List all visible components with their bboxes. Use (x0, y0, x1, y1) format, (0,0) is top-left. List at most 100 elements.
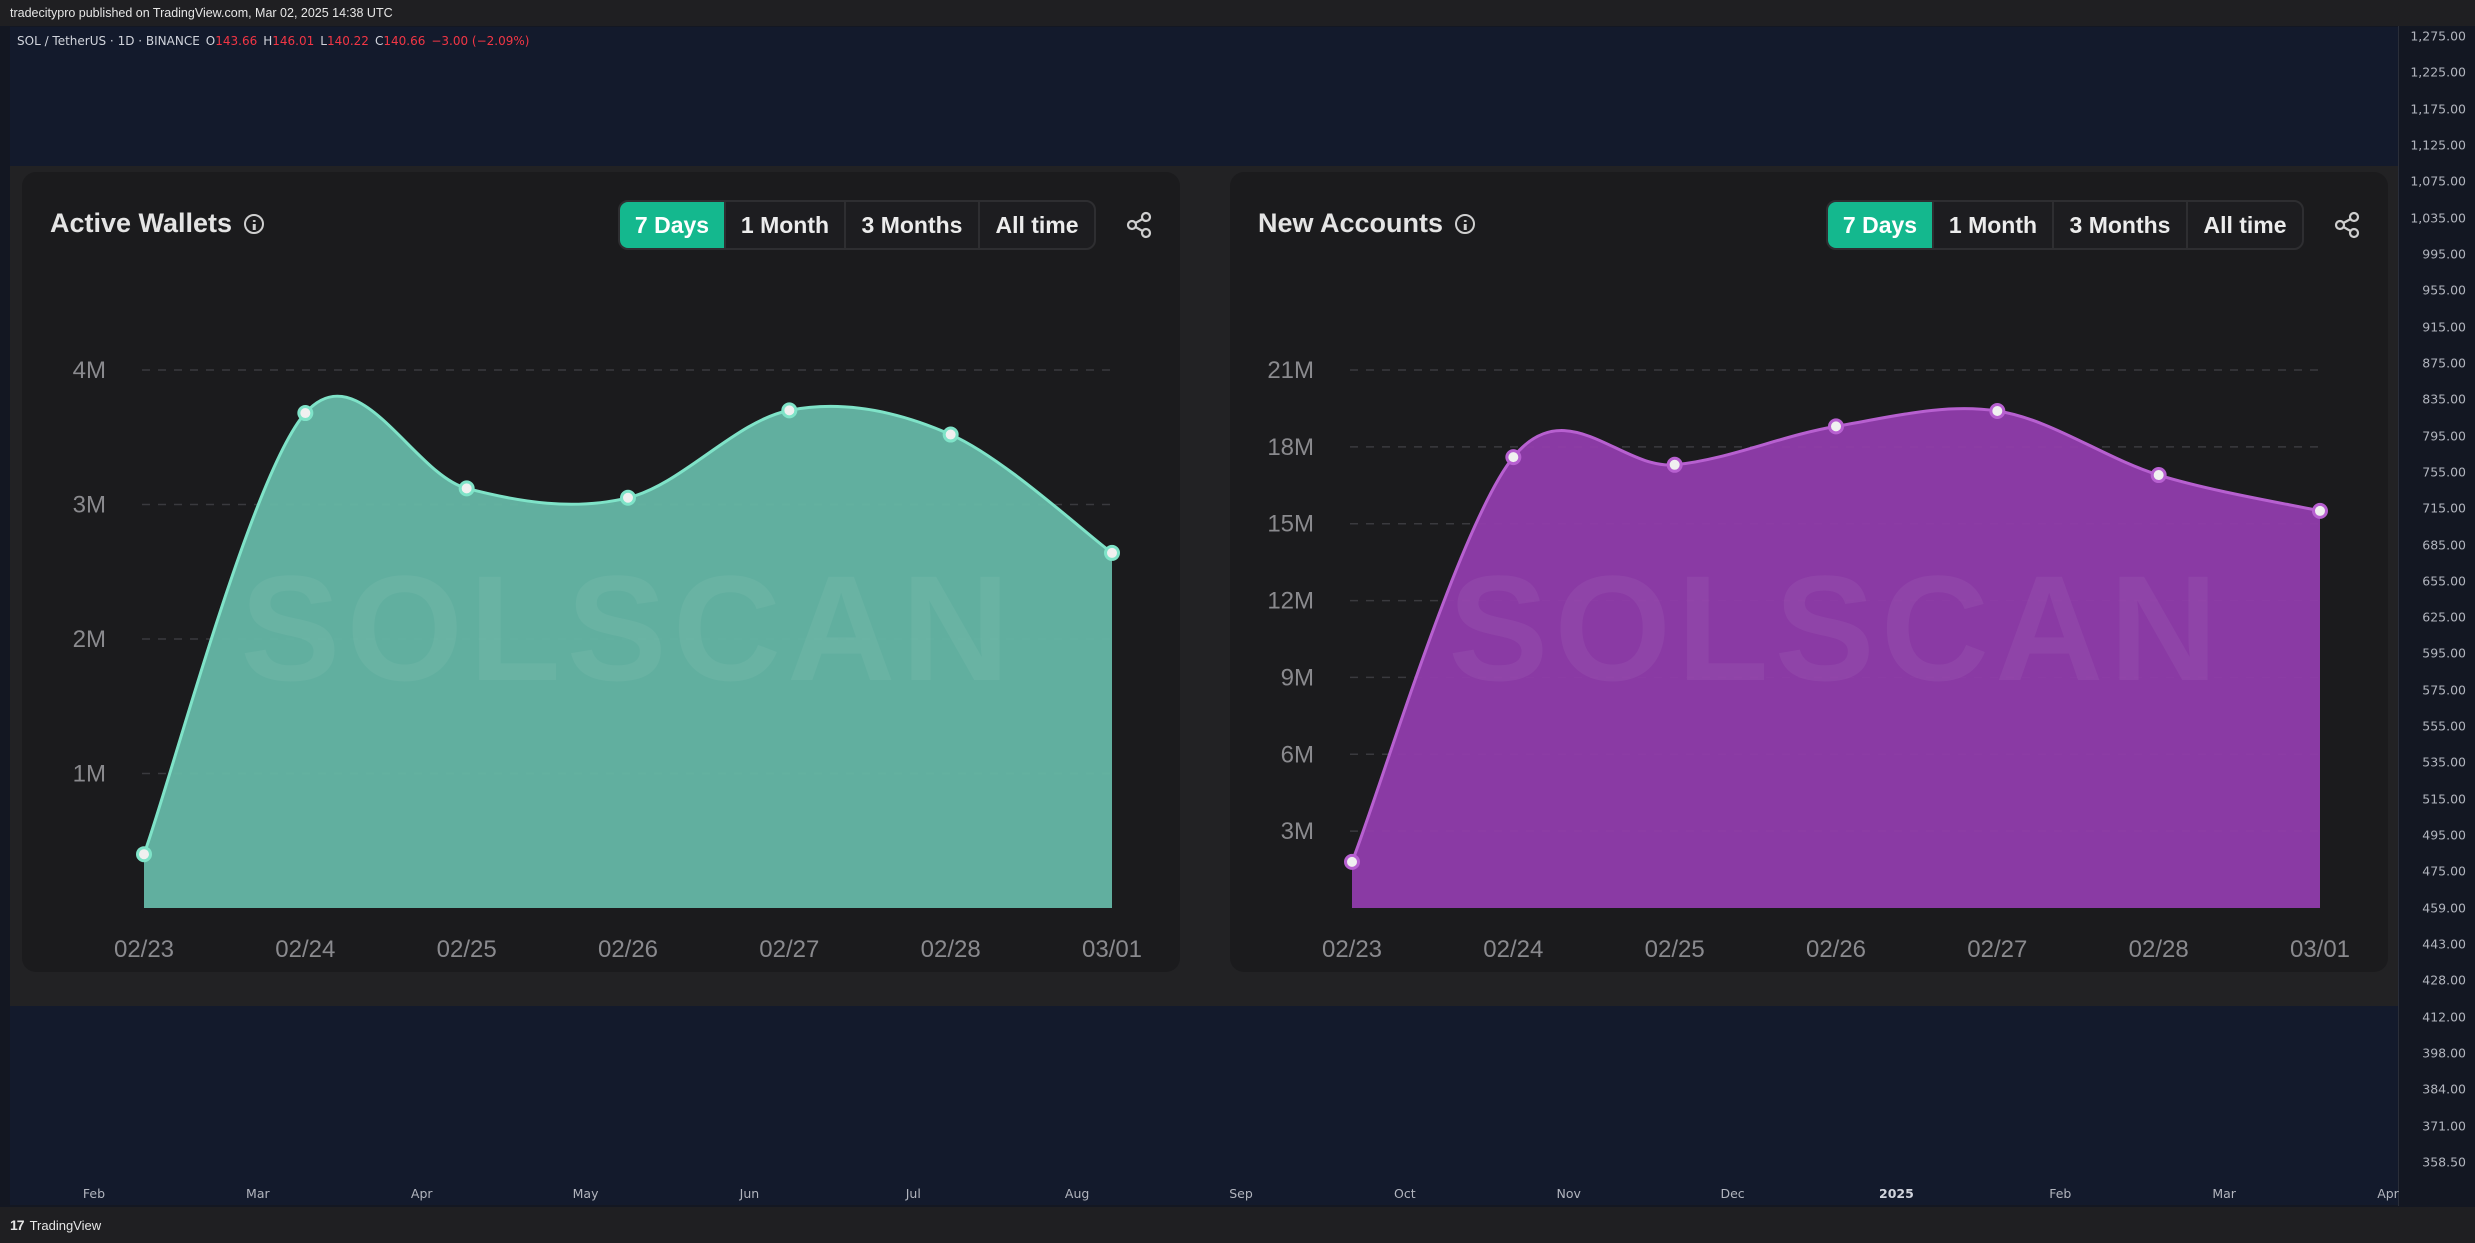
x-tick-label: 02/23 (114, 936, 174, 963)
info-icon[interactable] (244, 213, 265, 234)
symbol-name: SOL / TetherUS · 1D · BINANCE (17, 34, 200, 48)
tab-all-time[interactable]: All time (995, 211, 1079, 238)
area-fill (144, 396, 1112, 908)
change-value: −3.00 (−2.09%) (431, 34, 530, 48)
price-tick: 443.00 (2422, 936, 2466, 952)
open-value: 143.66 (215, 34, 258, 48)
price-tick: 398.00 (2422, 1045, 2466, 1061)
price-tick: 655.00 (2422, 573, 2466, 589)
y-tick-label: 21M (1267, 357, 1314, 384)
x-tick-label: 02/23 (1322, 936, 1382, 963)
data-point (1989, 402, 2006, 419)
time-range-tabs: 7 Days 1 Month 3 Months All time (618, 200, 1096, 250)
x-tick-label: 02/25 (437, 936, 497, 963)
time-tick: 2025 (1879, 1186, 1914, 1201)
time-tick: May (572, 1186, 599, 1201)
data-point (2312, 502, 2328, 519)
new-accounts-chart: 3M 6M 9M 12M 15M 18M 21M SOLSCAN 02/23 02/24 02/25… (1267, 357, 2350, 963)
tab-3-months[interactable]: 3 Months (2054, 202, 2188, 248)
y-tick-label: 18M (1267, 434, 1314, 461)
solscan-watermark: SOLSCAN (240, 544, 1015, 712)
time-tick: Feb (2049, 1186, 2072, 1201)
price-tick: 755.00 (2422, 464, 2466, 480)
data-point (297, 405, 314, 422)
time-tick: Apr (410, 1186, 433, 1201)
share-icon[interactable] (1124, 210, 1154, 240)
panel-title: Active Wallets (50, 208, 265, 239)
x-tick-label: 02/24 (275, 936, 335, 963)
new-accounts-title: New Accounts (1258, 208, 1444, 238)
price-tick: 795.00 (2422, 428, 2466, 444)
y-tick-label: 2M (73, 626, 106, 653)
data-point (1505, 449, 1522, 466)
tab-1-month[interactable]: 1 Month (726, 202, 846, 248)
y-tick-label: 9M (1281, 664, 1314, 691)
price-tick: 995.00 (2422, 246, 2466, 262)
time-tick: Mar (246, 1186, 270, 1201)
x-tick-label: 02/26 (1806, 936, 1866, 963)
x-tick-label: 02/28 (2129, 936, 2189, 963)
price-axis[interactable]: 1,275.00 1,225.00 1,175.00 1,125.00 1,075.00… (2398, 26, 2475, 1206)
publish-header: tradecitypro published on TradingView.co… (0, 0, 2475, 26)
price-tick: 685.00 (2422, 537, 2466, 553)
y-tick-label: 6M (1281, 741, 1314, 768)
x-tick-label: 02/27 (759, 936, 819, 963)
new-accounts-panel: New Accounts 7 Days 1 Month 3 Months All… (1230, 172, 2388, 972)
tradingview-brand[interactable]: TradingView (29, 1217, 102, 1233)
area-fill (1352, 408, 2320, 908)
price-tick: 1,175.00 (2410, 101, 2466, 117)
time-tick: Feb (82, 1186, 106, 1201)
x-tick-label: 03/01 (2290, 936, 2350, 963)
high-label: H (263, 34, 273, 48)
time-tick: Oct (1394, 1186, 1416, 1201)
time-tick: Jul (905, 1186, 921, 1201)
price-tick: 535.00 (2422, 754, 2466, 770)
time-tick: Aug (1064, 1186, 1090, 1201)
close-label: C (374, 34, 384, 48)
tab-1-month[interactable]: 1 Month (1934, 202, 2054, 248)
price-tick: 715.00 (2422, 500, 2466, 516)
tradingview-logo-icon[interactable]: 17 (10, 1217, 25, 1233)
active-wallets-chart: 1M 2M 3M 4M SOLSCAN 02/23 02/24 02/25 02/26 02/27… (73, 357, 1142, 963)
data-point (2150, 467, 2167, 484)
symbol-legend: SOL / TetherUS · 1D · BINANCE O143.66 H1… (17, 34, 529, 48)
active-wallets-title: Active Wallets (50, 208, 233, 238)
price-tick: 428.00 (2422, 972, 2466, 988)
price-tick: 475.00 (2422, 863, 2466, 879)
panel-title: New Accounts (1258, 208, 1476, 239)
time-tick: Sep (1229, 1186, 1253, 1201)
price-tick: 595.00 (2422, 645, 2466, 661)
tab-7-days[interactable]: 7 Days (620, 202, 726, 248)
x-tick-label: 02/28 (921, 936, 981, 963)
data-point (1666, 456, 1683, 473)
y-tick-label: 12M (1267, 588, 1314, 615)
time-tick: Dec (1720, 1186, 1745, 1201)
price-tick: 555.00 (2422, 718, 2466, 734)
tab-7-days[interactable]: 7 Days (1828, 202, 1934, 248)
time-axis[interactable]: Feb Mar Apr May Jun Jul Aug Sep Oct Nov Dec 2025 Feb… (10, 1178, 2399, 1206)
time-range-tabs: 7 Days 1 Month 3 Months All time (1826, 200, 2304, 250)
time-tick: Mar (2212, 1186, 2236, 1201)
data-point (620, 489, 636, 506)
low-label: L (320, 34, 327, 48)
data-point (781, 402, 798, 419)
tradingview-footer: 17 TradingView (0, 1207, 2475, 1243)
share-icon[interactable] (2332, 210, 2362, 240)
close-value: 140.66 (383, 34, 426, 48)
tab-all-time[interactable]: All time (2203, 211, 2287, 238)
data-point (1104, 544, 1120, 561)
active-wallets-panel: Active Wallets 7 Days 1 Month 3 Months A… (22, 172, 1180, 972)
price-tick: 1,075.00 (2410, 173, 2466, 189)
price-tick: 459.00 (2422, 900, 2466, 916)
y-tick-label: 3M (73, 492, 106, 519)
price-tick: 625.00 (2422, 609, 2466, 625)
price-tick: 412.00 (2422, 1009, 2466, 1025)
tab-3-months[interactable]: 3 Months (846, 202, 980, 248)
x-tick-label: 02/24 (1483, 936, 1543, 963)
price-tick: 1,275.00 (2410, 28, 2466, 44)
data-point (942, 426, 959, 443)
time-tick: Nov (1556, 1186, 1581, 1201)
price-tick: 1,225.00 (2410, 64, 2466, 80)
info-icon[interactable] (1455, 213, 1476, 234)
y-tick-label: 4M (73, 357, 106, 384)
